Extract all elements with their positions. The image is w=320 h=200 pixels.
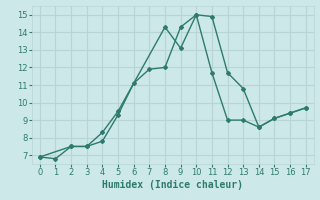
- X-axis label: Humidex (Indice chaleur): Humidex (Indice chaleur): [102, 180, 243, 190]
